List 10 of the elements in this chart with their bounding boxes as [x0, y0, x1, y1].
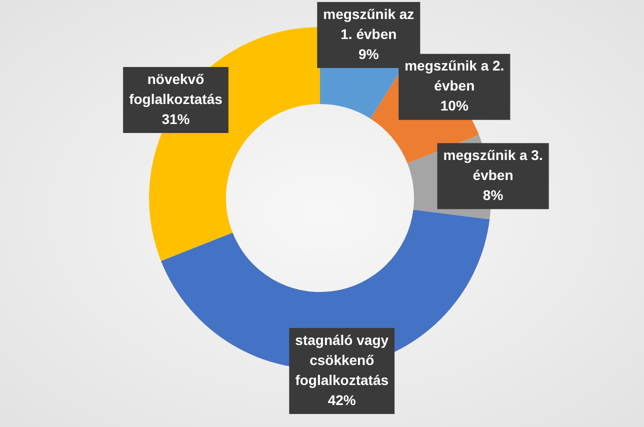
slice-label: növekvő foglalkoztatás	[129, 70, 223, 107]
data-label: 31%	[162, 110, 190, 127]
data-label: 42%	[328, 392, 356, 408]
data-label: 10%	[440, 98, 469, 114]
slice-label: stagnáló vagy csökkenő foglalkoztatás	[295, 332, 389, 388]
slice-label: megszűnik a 3. évben	[443, 147, 543, 183]
slice-label: megszűnik az 1. évben	[323, 6, 414, 42]
slice-label: megszűnik a 2. évben	[404, 58, 504, 94]
data-label: 9%	[358, 46, 380, 62]
data-label: 8%	[482, 187, 504, 203]
